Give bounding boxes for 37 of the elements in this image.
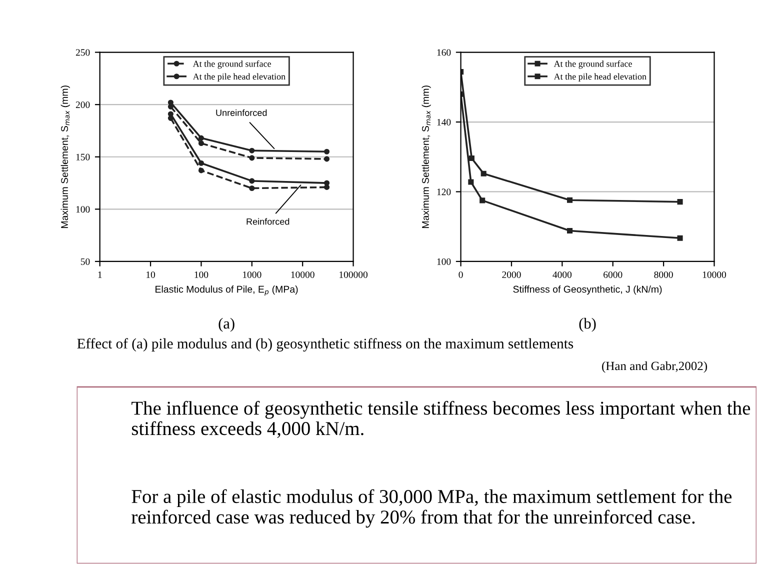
x-tick-label: 100 [194, 271, 208, 278]
legend-label: At the ground surface [554, 60, 632, 69]
legend-label: At the pile head elevation [554, 73, 646, 82]
y-tick-label: 120 [437, 188, 451, 196]
y-tick-label: 250 [76, 49, 90, 56]
y-axis-title: Maximum Settlement, S$_{max}$ (mm) [60, 86, 70, 228]
text: (Han and Gabr,2002) [602, 361, 708, 373]
x-tick-label: 6000 [604, 271, 622, 278]
x-tick-label: 10000 [291, 271, 314, 278]
y-axis-title: Maximum Settlement, S$_{max}$ (mm) [422, 86, 431, 228]
x-tick-label: 1000 [243, 271, 262, 278]
y-tick-label: 150 [76, 154, 90, 160]
y-tick-label: 100 [437, 258, 451, 265]
x-tick-label: 10000 [702, 271, 726, 278]
annotation: Unreinforced [216, 109, 267, 116]
y-tick-label: 50 [80, 258, 90, 265]
text: (b) [579, 318, 596, 332]
x-axis-title: Elastic Modulus of Pile, E$_{p}$ (MPa) [156, 286, 298, 296]
legend-label: At the pile head elevation [192, 73, 286, 82]
legend-label: At the ground surface [192, 60, 271, 69]
y-tick-label: 200 [76, 101, 90, 108]
annotation: Reinforced [246, 218, 290, 225]
text: (a) [218, 318, 234, 332]
x-tick-label: 100000 [340, 271, 368, 278]
text: For a pile of elastic modulus of 30,000 MPa, the maximum settlement for the reinforced case was reduced by 20% from that for the unreinforced case. [132, 489, 732, 528]
x-tick-label: 2000 [502, 271, 521, 278]
y-tick-label: 160 [437, 49, 451, 56]
text: The influence of geosynthetic tensile stiffness becomes less important when the stiffness exceeds 4,000 kN/m. [132, 400, 750, 438]
x-tick-label: 10 [146, 271, 156, 278]
x-tick-label: 1 [98, 272, 102, 278]
y-tick-label: 100 [76, 206, 90, 213]
text: Effect of (a) pile modulus and (b) geosynthetic stiffness on the maximum settlements [77, 338, 574, 352]
x-axis-title: Stiffness of Geosynthetic, J (kN/m) [513, 286, 662, 295]
x-tick-label: 8000 [654, 271, 673, 278]
x-tick-label: 4000 [552, 271, 572, 278]
y-tick-label: 140 [437, 118, 451, 126]
x-tick-label: 0 [458, 271, 463, 278]
